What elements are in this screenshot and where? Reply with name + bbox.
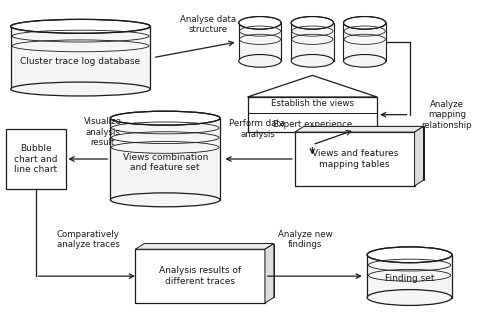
Ellipse shape	[239, 17, 281, 29]
Polygon shape	[295, 126, 424, 132]
Text: Views combination
and feature set: Views combination and feature set	[122, 153, 208, 172]
Text: Visualize
analysis
result: Visualize analysis result	[84, 117, 122, 147]
Bar	[367, 255, 452, 298]
Ellipse shape	[10, 82, 150, 96]
Text: Analyse data
structure: Analyse data structure	[180, 15, 236, 34]
Bar	[239, 23, 281, 61]
Bar	[304, 126, 424, 180]
Ellipse shape	[344, 17, 386, 29]
Bar	[6, 129, 66, 189]
Text: Comparatively
analyze traces: Comparatively analyze traces	[56, 230, 120, 249]
Polygon shape	[414, 126, 424, 186]
Text: Perform data
analysis: Perform data analysis	[230, 119, 285, 139]
Bar	[291, 23, 334, 61]
Text: Cluster trace log database: Cluster trace log database	[20, 57, 140, 66]
Ellipse shape	[367, 290, 452, 305]
Text: Finding set: Finding set	[385, 274, 434, 283]
Ellipse shape	[367, 247, 452, 263]
Text: Expert experience: Expert experience	[272, 120, 352, 129]
Bar	[144, 244, 274, 297]
Ellipse shape	[10, 19, 150, 33]
Bar	[344, 23, 386, 61]
Ellipse shape	[344, 54, 386, 67]
Ellipse shape	[110, 193, 220, 207]
Bar	[248, 97, 377, 132]
Text: Bubble
chart and
line chart: Bubble chart and line chart	[14, 144, 58, 174]
Bar	[110, 118, 220, 200]
Polygon shape	[265, 244, 274, 303]
Bar	[136, 249, 265, 303]
Polygon shape	[248, 75, 377, 97]
Text: Analyze new
findings: Analyze new findings	[278, 230, 332, 249]
Text: Views and features
mapping tables: Views and features mapping tables	[312, 149, 398, 169]
Text: Analysis results of
different traces: Analysis results of different traces	[159, 266, 241, 286]
Polygon shape	[136, 244, 274, 249]
Ellipse shape	[291, 17, 334, 29]
Ellipse shape	[239, 54, 281, 67]
Bar	[10, 26, 150, 89]
Ellipse shape	[110, 111, 220, 125]
Ellipse shape	[291, 54, 334, 67]
Bar	[295, 132, 414, 186]
Text: Analyze
mapping
relationship: Analyze mapping relationship	[422, 100, 472, 129]
Text: Establish the views: Establish the views	[271, 99, 354, 108]
